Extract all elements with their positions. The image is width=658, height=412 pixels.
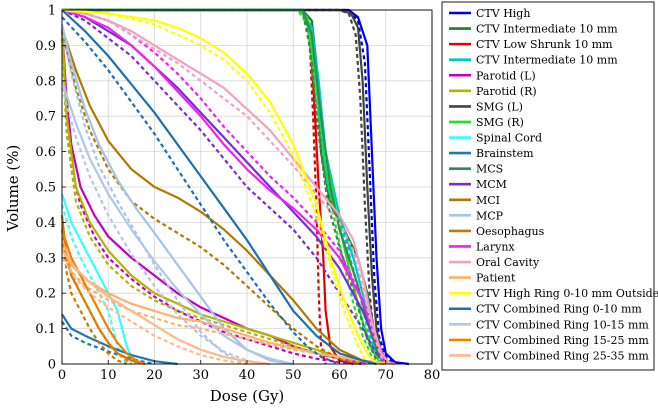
legend-label-19: CTV Combined Ring 0-10 mm (476, 303, 642, 316)
series-layer (60, 8, 410, 366)
series-dashed-line-21 (60, 243, 133, 365)
series-dashed-line-17 (60, 246, 386, 366)
series-dashed-line-19 (61, 16, 340, 366)
y-tick-label-5: 0.5 (35, 181, 56, 196)
y-tick-label-9: 0.9 (35, 39, 56, 54)
series-dashed-line-7 (62, 8, 378, 365)
legend-label-9: Brainstem (476, 147, 534, 160)
series-dashed-line-13 (60, 27, 248, 365)
series-dashed-line-2 (62, 8, 327, 365)
legend-label-7: SMG (R) (476, 116, 524, 129)
legend-label-21: CTV Combined Ring 15-25 mm (476, 334, 649, 347)
legend-label-12: MCI (476, 194, 500, 207)
series-dashed-line-16 (61, 8, 387, 365)
legend: CTV High CTV Intermediate 10 mm CTV Low Sh… (441, 1, 658, 371)
x-tick-label-0: 0 (58, 368, 66, 383)
legend-label-5: Parotid (R) (476, 85, 537, 98)
x-axis-title: Dose (Gy) (210, 387, 285, 405)
series-line-22 (61, 250, 271, 366)
y-tick-label-8: 0.8 (35, 74, 56, 89)
series-line-20 (60, 80, 294, 366)
series-line-18 (61, 8, 378, 365)
legend-label-2: CTV Low Shrunk 10 mm (476, 38, 613, 51)
y-axis-title: Volume (%) (4, 145, 22, 233)
series-dashed-line-6 (62, 8, 383, 365)
legend-label-17: Patient (476, 272, 516, 285)
legend-label-15: Larynx (476, 240, 515, 253)
legend-label-11: MCM (476, 178, 507, 191)
y-tick-label-10: 1 (48, 4, 56, 19)
legend-label-13: MCP (476, 209, 504, 222)
legend-label-8: Spinal Cord (476, 132, 542, 145)
series-dashed-line-10 (62, 8, 382, 365)
x-tick-label-8: 80 (424, 368, 441, 383)
y-tick-label-2: 0.2 (35, 287, 56, 302)
legend-label-16: Oral Cavity (476, 256, 540, 269)
series-line-17 (60, 239, 396, 366)
series-dashed-line-9 (61, 320, 155, 366)
series-line-19 (61, 9, 377, 366)
series-dashed-line-15 (61, 8, 387, 365)
series-line-0 (62, 8, 410, 366)
series-dashed-line-0 (62, 8, 396, 365)
x-tick-label-2: 20 (146, 368, 163, 383)
y-tick-label-7: 0.7 (35, 110, 56, 125)
axes-layer: 0 10 20 30 40 50 60 70 80 0 0.1 0.2 0.3 0.4 0.5 0.6 0.7 0… (35, 4, 440, 384)
y-tick-label-0: 0 (48, 358, 56, 373)
y-tick-label-3: 0.3 (35, 251, 56, 266)
y-tick-label-6: 0.6 (35, 145, 56, 160)
x-tick-label-4: 40 (239, 368, 256, 383)
series-dashed-line-14 (60, 229, 128, 366)
series-dashed-line-12 (60, 30, 359, 366)
x-tick-label-1: 10 (100, 368, 117, 383)
legend-label-18: CTV High Ring 0-10 mm Outside (476, 287, 658, 300)
series-dashed-line-20 (60, 87, 262, 366)
legend-label-3: CTV Intermediate 10 mm (476, 54, 618, 67)
x-tick-label-6: 60 (331, 368, 348, 383)
series-line-16 (61, 8, 392, 365)
x-tick-label-3: 30 (192, 368, 209, 383)
x-tick-label-7: 70 (377, 368, 394, 383)
series-dashed-line-22 (61, 257, 248, 366)
legend-label-1: CTV Intermediate 10 mm (476, 23, 618, 36)
series-dashed-line-18 (61, 8, 369, 365)
legend-label-22: CTV Combined Ring 25-35 mm (476, 349, 649, 362)
series-dashed-line-11 (61, 9, 387, 365)
y-tick-label-4: 0.4 (35, 216, 56, 231)
y-tick-label-1: 0.1 (35, 322, 56, 337)
legend-label-14: Oesophagus (476, 225, 545, 238)
legend-box (441, 1, 655, 371)
legend-label-10: MCS (476, 163, 503, 176)
legend-label-0: CTV High (476, 7, 530, 20)
legend-label-4: Parotid (L) (476, 69, 536, 82)
legend-label-6: SMG (L) (476, 100, 523, 113)
x-tick-label-5: 50 (285, 368, 302, 383)
series-dashed-line-8 (60, 204, 128, 365)
legend-label-20: CTV Combined Ring 10-15 mm (476, 318, 649, 331)
